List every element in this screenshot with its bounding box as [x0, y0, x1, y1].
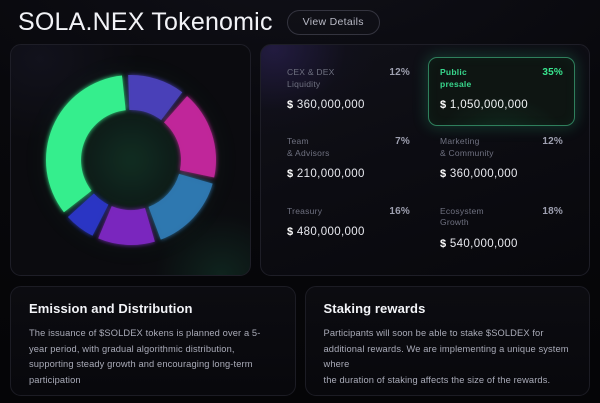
- stat-treasury[interactable]: Treasury 16% $480,000,000: [275, 196, 422, 265]
- emission-and-distribution-title: Emission and Distribution: [29, 301, 193, 316]
- emission-and-distribution-card: Emission and Distribution The issuance o…: [10, 286, 296, 396]
- stat-amount-value: 480,000,000: [296, 226, 365, 239]
- stat-marketing-community[interactable]: Marketing & Community 12% $360,000,000: [428, 126, 575, 195]
- currency-icon: $: [440, 99, 446, 111]
- stat-header: Ecosystem Growth 18%: [440, 206, 563, 229]
- donut-segment-marketing-community[interactable]: [97, 206, 155, 245]
- currency-icon: $: [287, 226, 293, 239]
- stat-amount-value: 210,000,000: [296, 168, 365, 181]
- stat-label: Team & Advisors: [287, 136, 330, 158]
- staking-rewards-title: Staking rewards: [323, 301, 426, 316]
- token-distribution-panel: CEX & DEX Liquidity 12% $360,000,000 Public…: [260, 44, 590, 276]
- page-header: SOLA.NEX Tokenomic View Details: [18, 2, 380, 42]
- currency-icon: $: [287, 168, 293, 181]
- stat-label: Ecosystem Growth: [440, 205, 484, 228]
- stat-percent: 35%: [542, 67, 563, 78]
- donut-chart[interactable]: [23, 53, 238, 267]
- stat-ecosystem-growth[interactable]: Ecosystem Growth 18% $540,000,000: [428, 196, 575, 265]
- stat-label: CEX & DEX Liquidity: [287, 67, 335, 89]
- stat-amount: $480,000,000: [287, 226, 410, 238]
- stat-percent: 12%: [389, 67, 410, 78]
- staking-rewards-card: Staking rewards Participants will soon b…: [304, 286, 590, 396]
- stat-amount: $360,000,000: [440, 168, 563, 180]
- emission-and-distribution-body: The issuance of $SOLDEX tokens is planne…: [29, 328, 261, 385]
- stat-header: Team & Advisors 7%: [287, 136, 410, 159]
- staking-rewards-body: Participants will soon be able to stake …: [323, 328, 569, 385]
- stat-header: CEX & DEX Liquidity 12%: [287, 67, 410, 90]
- info-cards-row: Emission and Distribution The issuance o…: [10, 286, 590, 396]
- stat-amount: $540,000,000: [440, 238, 563, 250]
- currency-icon: $: [440, 168, 446, 181]
- stat-percent: 18%: [542, 205, 563, 217]
- stat-percent: 7%: [395, 136, 410, 148]
- stats-grid: CEX & DEX Liquidity 12% $360,000,000 Public…: [275, 57, 575, 265]
- stat-amount-value: 540,000,000: [449, 237, 518, 250]
- stat-percent: 12%: [542, 136, 563, 148]
- donut-segment-ecosystem-growth[interactable]: [163, 96, 216, 178]
- stat-team-advisors[interactable]: Team & Advisors 7% $210,000,000: [275, 126, 422, 195]
- donut-segment-team-advisors[interactable]: [67, 193, 108, 236]
- currency-icon: $: [287, 99, 293, 111]
- stat-cex-dex-liquidity[interactable]: CEX & DEX Liquidity 12% $360,000,000: [275, 57, 422, 126]
- stat-amount: $1,050,000,000: [440, 99, 563, 111]
- currency-icon: $: [440, 237, 446, 250]
- stat-header: Marketing & Community 12%: [440, 136, 563, 159]
- page-title: SOLA.NEX Tokenomic: [18, 7, 273, 36]
- view-details-button[interactable]: View Details: [286, 9, 380, 35]
- stat-amount: $360,000,000: [287, 99, 410, 111]
- donut-segment-public-presale[interactable]: [45, 75, 126, 213]
- stat-header: Treasury 16%: [287, 206, 410, 218]
- donut-chart-svg: [45, 75, 216, 245]
- stat-label: Marketing & Community: [440, 136, 494, 158]
- stat-label: Public presale: [440, 67, 472, 89]
- stat-label: Treasury: [287, 205, 323, 216]
- stat-amount-value: 1,050,000,000: [449, 99, 529, 111]
- stat-amount: $210,000,000: [287, 168, 410, 180]
- stat-amount-value: 360,000,000: [296, 99, 365, 111]
- donut-segment-cex-dex-liquidity[interactable]: [127, 75, 182, 121]
- panels-row: CEX & DEX Liquidity 12% $360,000,000 Public…: [10, 44, 590, 276]
- donut-chart-panel: [10, 44, 251, 276]
- stat-amount-value: 360,000,000: [449, 168, 518, 181]
- stat-percent: 16%: [389, 205, 410, 217]
- donut-segment-treasury[interactable]: [148, 173, 213, 240]
- stat-header: Public presale 35%: [440, 67, 563, 90]
- stat-public-presale[interactable]: Public presale 35% $1,050,000,000: [428, 57, 575, 127]
